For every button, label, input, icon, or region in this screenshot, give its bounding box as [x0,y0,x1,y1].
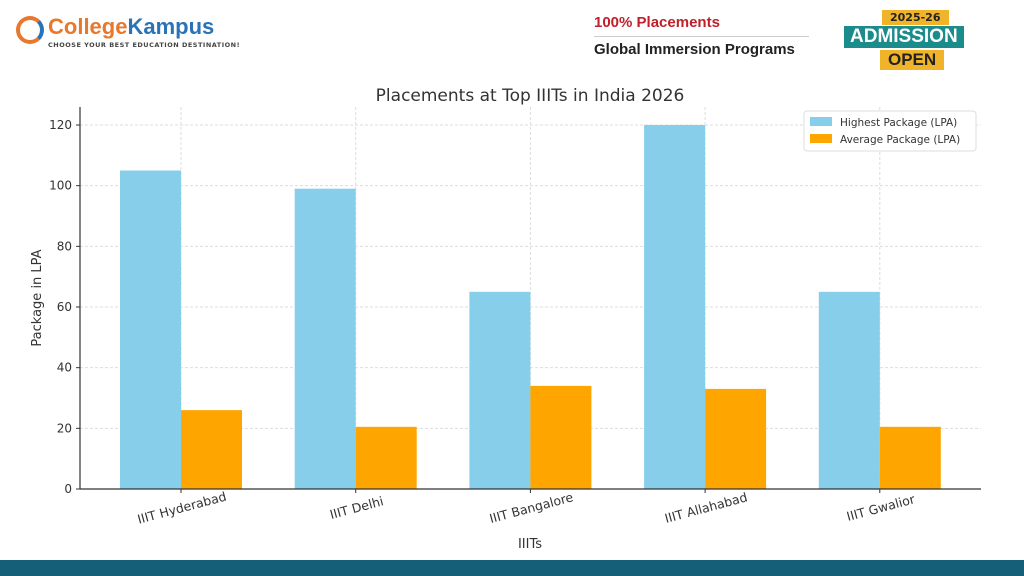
promo-immersion: Global Immersion Programs [594,41,795,58]
bar-average-iiit-allahabad [705,388,767,489]
bar-average-iiit-bangalore [530,385,592,489]
x-tick-label: IIIT Allahabad [663,489,749,525]
bar-highest-iiit-hyderabad [120,170,181,489]
bar-highest-iiit-allahabad [644,125,706,489]
promo-placements: 100% Placements [594,14,720,31]
y-tick-label: 0 [64,482,72,496]
legend: Highest Package (LPA) Average Package (L… [803,110,977,152]
legend-swatch-highest [810,117,832,126]
y-tick-label: 80 [57,239,72,253]
promo-banner: 100% Placements Global Immersion Program… [594,14,819,58]
collegekampus-logo[interactable]: CollegeKampus CHOOSE YOUR BEST EDUCATION… [16,14,246,54]
promo-divider [594,36,809,37]
y-tick-label: 20 [57,421,72,435]
bar-highest-iiit-delhi [294,188,356,489]
legend-swatch-average [810,134,832,143]
x-tick-label: IIIT Delhi [328,493,385,522]
bar-average-iiit-gwalior [879,426,941,489]
bar-highest-iiit-bangalore [469,291,531,489]
footer-bar [0,560,1024,576]
x-axis-label: IIITs [518,537,542,552]
bar-highest-iiit-gwalior [818,291,880,489]
badge-year: 2025-26 [882,10,949,25]
badge-title: ADMISSION [844,26,964,48]
bar-average-iiit-delhi [355,426,417,489]
y-tick-label: 120 [49,118,72,132]
y-tick-label: 40 [57,361,72,375]
legend-label-highest: Highest Package (LPA) [840,117,957,129]
bar-average-iiit-hyderabad [181,410,242,489]
x-tick-label: IIIT Hyderabad [136,489,228,527]
y-axis-label: Package in LPA [30,249,45,346]
logo-tagline: CHOOSE YOUR BEST EDUCATION DESTINATION! [48,41,241,49]
admission-badge[interactable]: 2025-26 ADMISSION OPEN [840,8,980,80]
x-tick-label: IIIT Bangalore [488,489,575,526]
legend-label-average: Average Package (LPA) [840,134,960,146]
chart-title: Placements at Top IIITs in India 2026 [376,86,685,106]
legend-box [803,110,977,152]
y-tick-label: 60 [57,300,72,314]
y-tick-label: 100 [49,179,72,193]
badge-subtitle: OPEN [880,50,945,70]
logo-mark-icon [16,16,44,44]
logo-wordmark: CollegeKampus [48,14,215,39]
x-tick-label: IIIT Gwalior [845,491,917,524]
